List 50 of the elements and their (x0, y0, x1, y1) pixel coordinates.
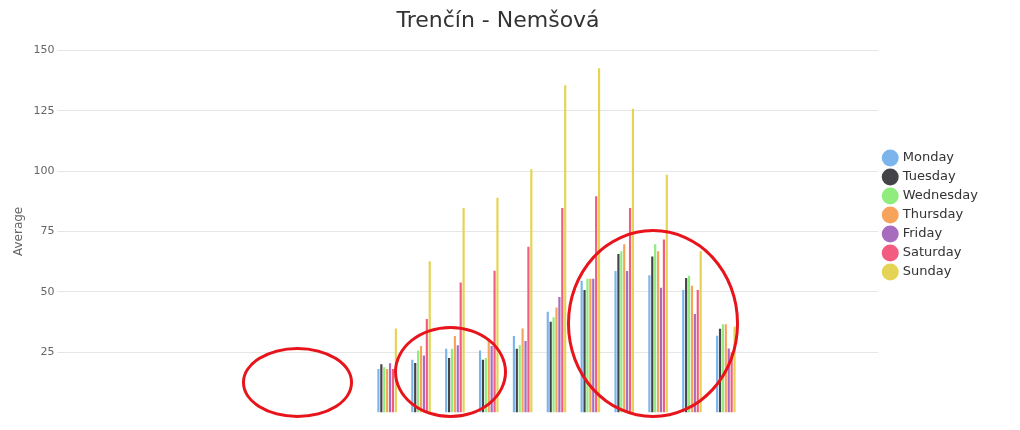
legend-label: Tuesday (901, 168, 956, 184)
bar (377, 368, 380, 413)
y-tick-label: 75 (40, 224, 55, 238)
bar (493, 270, 496, 413)
y-tick-label: 150 (33, 43, 55, 57)
bar (662, 239, 665, 413)
bar (555, 307, 558, 413)
legend-label: Saturday (902, 244, 962, 260)
bar (651, 256, 654, 413)
legend-label: Sunday (902, 263, 952, 279)
bar (546, 311, 549, 413)
bar (456, 345, 459, 413)
bar (530, 169, 533, 413)
bar (552, 317, 555, 413)
bar (614, 270, 617, 413)
bar (654, 244, 657, 413)
bar (564, 85, 567, 413)
bar (447, 358, 451, 413)
legend-label: Thursday (901, 206, 964, 222)
bar (631, 108, 635, 413)
bar (445, 348, 448, 413)
legend-label: Monday (902, 149, 955, 165)
bar (524, 340, 527, 413)
bar (527, 246, 530, 413)
bar (521, 328, 524, 413)
y-tick-label: 25 (40, 344, 55, 358)
y-tick-label: 100 (33, 163, 55, 177)
y-tick-label: 50 (40, 284, 55, 298)
bar (583, 290, 586, 413)
bar (549, 321, 552, 413)
bar (558, 297, 561, 413)
bar (626, 270, 629, 413)
bar (453, 335, 456, 413)
bar (648, 275, 651, 413)
y-tick-label: 125 (33, 103, 55, 117)
bar (391, 368, 395, 413)
legend-label: Wednesday (902, 187, 979, 203)
y-axis-title: Average (11, 206, 26, 257)
bar (388, 363, 392, 413)
bar (561, 207, 564, 413)
bar (462, 207, 465, 413)
chart-title: Trenčín - Nemšová (395, 6, 600, 32)
bar (657, 251, 660, 413)
bar (733, 326, 736, 413)
bar (450, 348, 454, 413)
bar (512, 335, 515, 413)
legend-label: Friday (902, 225, 943, 241)
bar (496, 197, 499, 413)
bar (659, 287, 663, 413)
bar (665, 174, 668, 413)
